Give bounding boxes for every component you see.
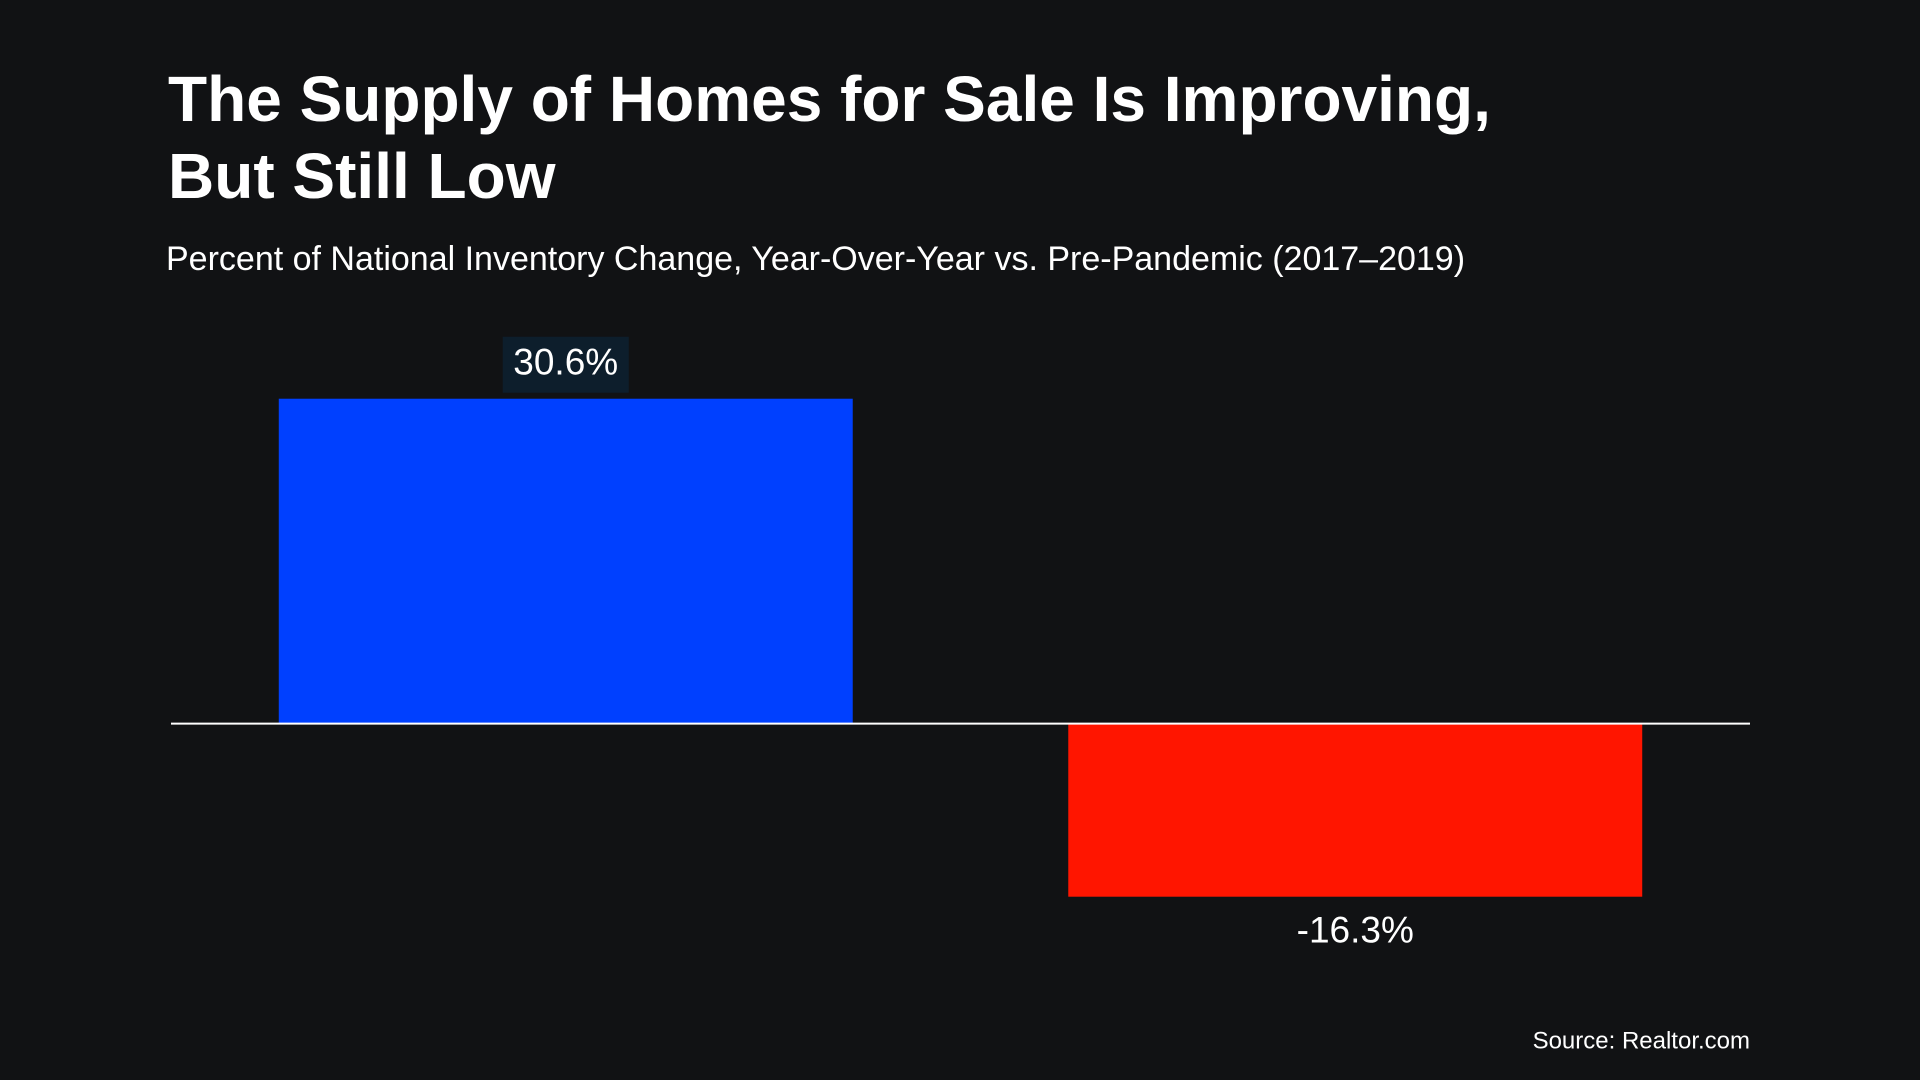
chart-title: The Supply of Homes for Sale Is Improvin… <box>168 63 1491 135</box>
chart-subtitle: Percent of National Inventory Change, Ye… <box>166 240 1465 278</box>
value-label: 30.6% <box>513 342 618 383</box>
source: Source: Realtor.com <box>1533 1027 1750 1054</box>
value-label: -16.3% <box>1297 909 1414 950</box>
chart-title: But Still Low <box>168 140 556 212</box>
bar <box>278 398 853 724</box>
bar <box>1068 723 1643 897</box>
value-label-background <box>502 336 629 393</box>
